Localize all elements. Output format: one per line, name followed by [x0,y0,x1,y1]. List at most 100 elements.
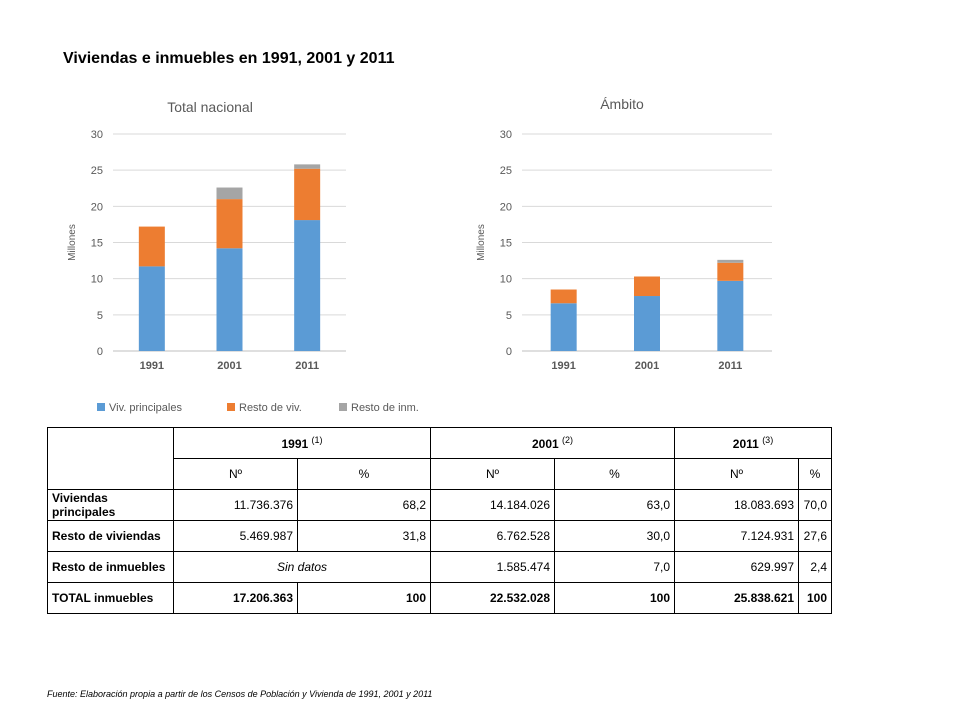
y-tick-label: 25 [500,165,512,177]
table-row: Resto de inmuebles Sin datos 1.585.474 7… [47,551,832,583]
table-cell: 5.469.987 [173,520,298,552]
year-note: (1) [311,435,323,445]
table-cell: 63,0 [554,489,675,521]
row-label: Viviendas principales [47,489,174,521]
x-tick-label: 2001 [635,360,659,372]
year-note: (3) [762,435,774,445]
bar-segment [216,199,243,249]
y-tick-label: 15 [500,238,512,250]
subheader-cell: % [297,458,431,490]
year-note: (2) [562,435,574,445]
legend-swatch [339,403,347,411]
year-label: 1991 [281,437,309,451]
table-cell: 11.736.376 [173,489,298,521]
row-label: Resto de inmuebles [47,551,174,583]
bar-segment [294,220,321,351]
table-corner-cell [47,427,174,490]
y-tick-label: 5 [97,310,103,322]
subheader-cell: Nº [430,458,555,490]
bar-segment [634,296,660,351]
y-tick-label: 30 [91,129,103,141]
bar-segment [634,276,660,297]
bar-segment [717,280,744,351]
x-tick-label: 2011 [295,360,319,372]
y-tick-label: 25 [91,165,103,177]
table-row-total: TOTAL inmuebles 17.206.363 100 22.532.02… [47,582,832,614]
table-row: Viviendas principales 11.736.376 68,2 14… [47,489,832,521]
legend-label: Resto de viv. [239,402,302,414]
subheader-cell: % [798,458,832,490]
table-cell: 7.124.931 [674,520,799,552]
x-tick-label: 1991 [140,360,164,372]
table-cell: 30,0 [554,520,675,552]
row-label: Resto de viviendas [47,520,174,552]
bar-segment [717,259,744,263]
table-row: Resto de viviendas 5.469.987 31,8 6.762.… [47,520,832,552]
bar-segment [550,289,577,304]
bar-segment [138,266,165,351]
table-cell: 14.184.026 [430,489,555,521]
chart-background [63,88,455,420]
year-header-2001: 2001 (2) [430,427,675,459]
table-cell: 100 [798,582,832,614]
table-cell: 22.532.028 [430,582,555,614]
bar-segment [138,226,165,267]
x-tick-label: 2001 [217,360,241,372]
bar-segment [717,262,744,281]
bar-segment [294,164,321,169]
year-label: 2001 [531,437,559,451]
chart-title: Ámbito [600,96,644,112]
legend-swatch [227,403,235,411]
year-header-2011: 2011 (3) [674,427,832,459]
table-subheader-row: Nº % Nº % Nº % [48,458,832,490]
chart-ambito: Ámbito Millones 0 5 10 15 20 25 30 1991 2001 2011 [467,88,787,388]
legend-label: Viv. principales [109,402,182,414]
table-cell: 31,8 [297,520,431,552]
year-header-1991: 1991 (1) [173,427,431,459]
legend-swatch [97,403,105,411]
table-cell: 17.206.363 [173,582,298,614]
y-axis-label: Millones [67,224,78,261]
subheader-cell: Nº [173,458,298,490]
table-cell: 629.997 [674,551,799,583]
table-cell: 18.083.693 [674,489,799,521]
y-tick-label: 0 [506,346,512,358]
table-cell: 6.762.528 [430,520,555,552]
page-title: Viviendas e inmuebles en 1991, 2001 y 20… [63,50,395,67]
source-note: Fuente: Elaboración propia a partir de l… [47,689,433,699]
table-cell: 2,4 [798,551,832,583]
y-tick-label: 10 [91,274,103,286]
table-header-row: 1991 (1) 2001 (2) 2011 (3) [47,427,832,490]
x-tick-label: 2011 [718,360,742,372]
table-cell: 1.585.474 [430,551,555,583]
y-tick-label: 5 [506,310,512,322]
table-cell: 25.838.621 [674,582,799,614]
y-tick-label: 30 [500,129,512,141]
year-label: 2011 [732,437,759,451]
table-cell: 27,6 [798,520,832,552]
y-axis-label: Millones [476,224,487,261]
bar-segment [216,187,243,200]
y-tick-label: 20 [91,201,103,213]
chart-total-nacional: Total nacional Millones 0 5 10 15 20 25 30 1991 20… [63,88,455,420]
sin-datos-cell: Sin datos [173,551,431,583]
table-cell: 70,0 [798,489,832,521]
y-tick-label: 10 [500,274,512,286]
chart-title: Total nacional [167,99,253,115]
y-tick-label: 20 [500,201,512,213]
y-tick-label: 0 [97,346,103,358]
legend-label: Resto de inm. [351,402,419,414]
bar-segment [216,248,243,351]
y-tick-label: 15 [91,238,103,250]
data-table: 1991 (1) 2001 (2) 2011 (3) Nº % Nº % Nº … [47,427,832,614]
table-cell: 7,0 [554,551,675,583]
row-label: TOTAL inmuebles [47,582,174,614]
bar-segment [294,168,321,221]
bar-segment [550,303,577,351]
x-tick-label: 1991 [551,360,575,372]
table-cell: 68,2 [297,489,431,521]
subheader-cell: Nº [674,458,799,490]
table-cell: 100 [297,582,431,614]
table-cell: 100 [554,582,675,614]
subheader-cell: % [554,458,675,490]
